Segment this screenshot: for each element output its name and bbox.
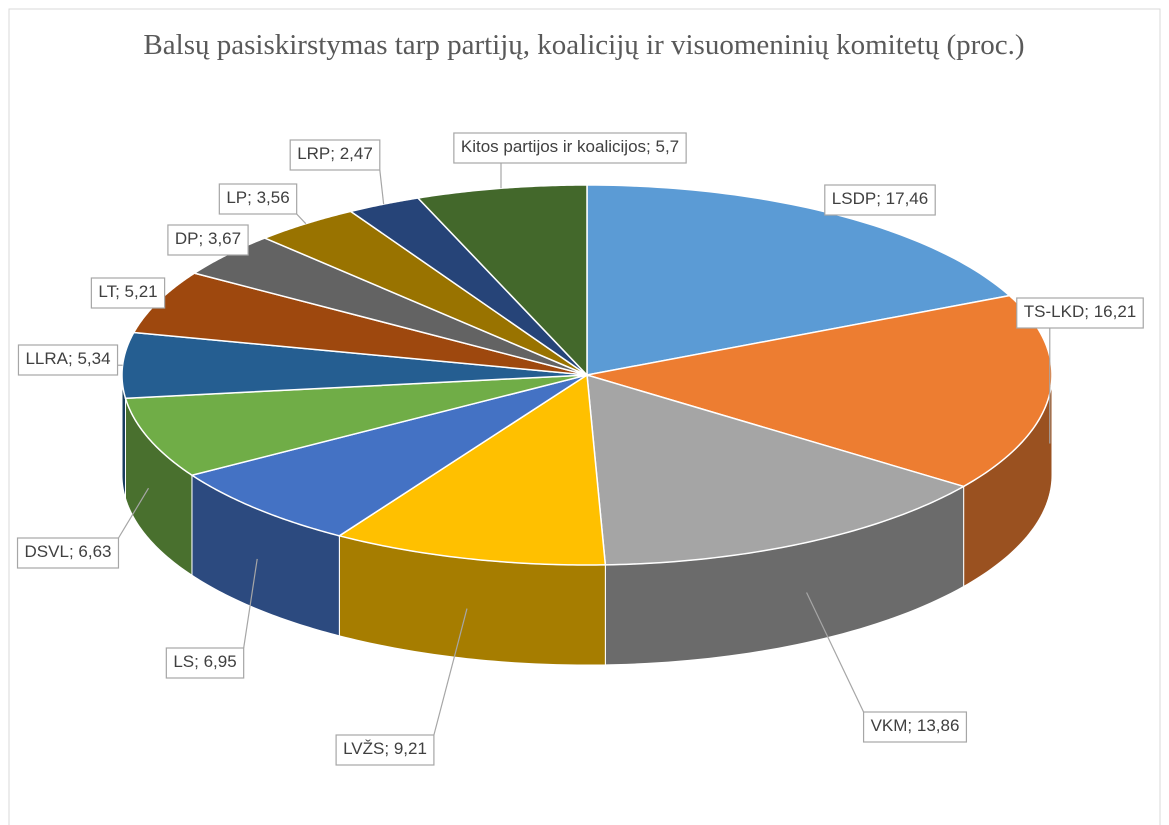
data-label-category: LT <box>98 282 116 301</box>
data-label-box <box>862 711 968 743</box>
data-label: LP; 3,56 <box>218 183 307 225</box>
data-label: VKM; 13,86 <box>806 592 968 743</box>
data-label-box <box>218 183 298 215</box>
data-label: DP; 3,67 <box>167 224 249 256</box>
data-label-category: VKM <box>871 716 908 735</box>
data-label-text: LS; 6,95 <box>173 652 236 671</box>
data-label-box <box>165 647 245 679</box>
chart-border <box>8 8 1161 825</box>
data-label: TS-LKD; 16,21 <box>1016 297 1144 444</box>
data-label: DSVL; 6,63 <box>16 487 150 569</box>
leader-line <box>806 592 865 713</box>
data-label-value: 16,21 <box>1094 302 1137 321</box>
data-label-box <box>289 139 381 171</box>
data-label-separator: ; <box>646 137 655 156</box>
data-label: LVŽS; 9,21 <box>335 608 468 766</box>
data-label-text: LP; 3,56 <box>226 188 289 207</box>
data-label-value: 3,56 <box>257 188 290 207</box>
leader-line <box>296 213 307 225</box>
slice <box>337 373 607 566</box>
data-label-box <box>16 537 120 569</box>
data-label-box <box>1016 297 1144 329</box>
data-label-box <box>824 184 936 216</box>
data-label-value: 3,67 <box>208 229 241 248</box>
data-label-category: DSVL <box>25 542 69 561</box>
data-label-text: Kitos partijos ir koalicijos; 5,7 <box>461 137 679 156</box>
data-label-text: TS-LKD; 16,21 <box>1024 302 1136 321</box>
data-label-category: LLRA <box>25 349 68 368</box>
data-label-text: DP; 3,67 <box>175 229 241 248</box>
data-label: Kitos partijos ir koalicijos; 5,7 <box>453 132 687 189</box>
data-label-separator: ; <box>330 144 339 163</box>
data-label: LLRA; 5,34 <box>17 344 123 376</box>
data-label-text: VKM; 13,86 <box>871 716 960 735</box>
data-label-category: LP <box>226 188 247 207</box>
data-label-separator: ; <box>68 349 77 368</box>
data-label-value: 9,21 <box>394 739 427 758</box>
slice <box>262 210 588 376</box>
data-label-box <box>453 132 687 164</box>
data-label-value: 2,47 <box>340 144 373 163</box>
slice <box>124 374 588 477</box>
data-label-value: 6,95 <box>204 652 237 671</box>
data-label-separator: ; <box>907 716 916 735</box>
data-label-value: 5,34 <box>77 349 110 368</box>
leader-line <box>379 169 385 205</box>
data-label-category: LSDP <box>832 189 876 208</box>
data-label-separator: ; <box>247 188 256 207</box>
data-label-box <box>167 224 249 256</box>
data-label: LSDP; 17,46 <box>824 184 936 216</box>
data-label-category: LS <box>173 652 194 671</box>
data-label-category: TS-LKD <box>1024 302 1084 321</box>
data-label-box <box>335 734 435 766</box>
data-label-text: DSVL; 6,63 <box>25 542 112 561</box>
data-label-separator: ; <box>199 229 208 248</box>
data-label-separator: ; <box>194 652 203 671</box>
data-label-value: 5,7 <box>656 137 680 156</box>
data-label-value: 13,86 <box>917 716 960 735</box>
data-label-separator: ; <box>384 739 393 758</box>
data-label: LT; 5,21 <box>90 277 166 309</box>
chart-title: Balsų pasiskirstymas tarp partijų, koali… <box>143 29 1025 61</box>
data-label: LRP; 2,47 <box>289 139 385 205</box>
data-label-text: LSDP; 17,46 <box>832 189 928 208</box>
data-label-text: LVŽS; 9,21 <box>343 739 427 758</box>
data-label-separator: ; <box>115 282 124 301</box>
data-label-category: DP <box>175 229 199 248</box>
data-label-separator: ; <box>1084 302 1093 321</box>
data-label-text: LT; 5,21 <box>98 282 157 301</box>
slice <box>586 373 966 566</box>
data-label-separator: ; <box>876 189 885 208</box>
data-label-box <box>90 277 166 309</box>
data-label-category: Kitos partijos ir koalicijos <box>461 137 646 156</box>
data-label-value: 6,63 <box>78 542 111 561</box>
data-label: LS; 6,95 <box>165 558 258 679</box>
data-label-text: LRP; 2,47 <box>297 144 373 163</box>
leader-line <box>243 558 258 649</box>
leader-line <box>117 487 150 539</box>
data-label-value: 17,46 <box>886 189 929 208</box>
data-label-text: LLRA; 5,34 <box>25 349 110 368</box>
data-label-category: LVŽS <box>343 739 384 758</box>
data-label-box <box>17 344 119 376</box>
data-label-separator: ; <box>69 542 78 561</box>
data-label-category: LRP <box>297 144 330 163</box>
data-label-value: 5,21 <box>125 282 158 301</box>
leader-line <box>433 608 468 736</box>
slice <box>190 374 588 537</box>
